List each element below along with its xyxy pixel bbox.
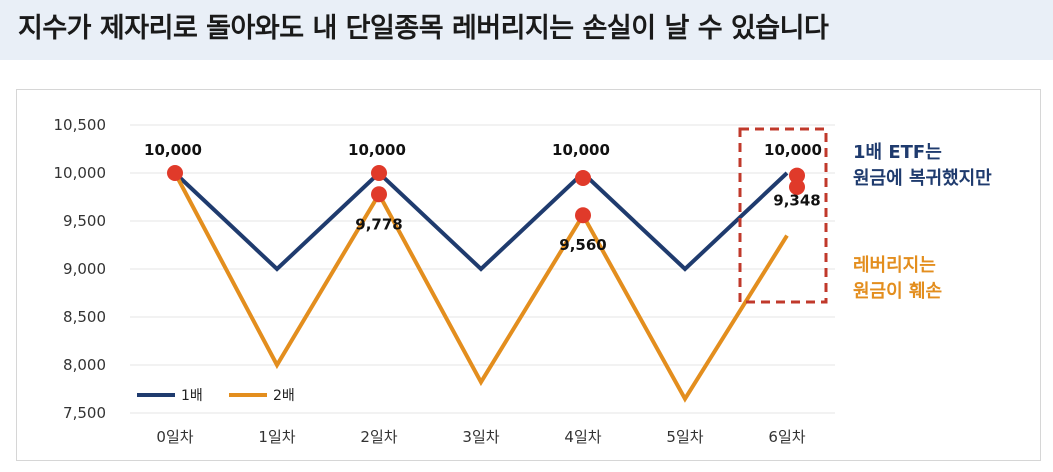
series-2x-line (173, 172, 789, 403)
etf-annotation: 1배 ETF는 원금에 복귀했지만 (853, 140, 992, 192)
legend-label-2x: 2배 (273, 388, 295, 404)
x-tick-label: 5일차 (666, 428, 703, 446)
y-tick-label: 9,000 (63, 260, 106, 278)
x-tick-label: 0일차 (156, 428, 193, 446)
x-tick-label: 4일차 (564, 428, 601, 446)
leverage-annotation-line1: 레버리지는 (853, 255, 936, 276)
data-label-1x: 10,000 (348, 141, 406, 159)
title-banner: 지수가 제자리로 돌아와도 내 단일종목 레버리지는 손실이 날 수 있습니다 (0, 0, 1053, 60)
data-marker-1x (371, 165, 387, 181)
y-tick-label: 8,500 (63, 308, 106, 326)
x-tick-label: 2일차 (360, 428, 397, 446)
x-tick-label: 6일차 (768, 428, 805, 446)
highlight-box (738, 127, 828, 304)
etf-annotation-line1: 1배 ETF는 (853, 142, 942, 163)
data-label-1x: 10,000 (552, 141, 610, 159)
series-1x-line (173, 170, 789, 272)
y-tick-label: 7,500 (63, 404, 106, 422)
leverage-annotation: 레버리지는 원금이 훼손 (853, 253, 942, 305)
data-label-2x: 9,348 (773, 192, 820, 210)
x-tick-label: 3일차 (462, 428, 499, 446)
y-tick-label: 8,000 (63, 356, 106, 374)
y-tick-label: 10,500 (54, 116, 107, 134)
data-marker-1x (789, 179, 805, 195)
data-label-1x: 10,000 (144, 141, 202, 159)
legend-label-1x: 1배 (181, 388, 203, 404)
page-title: 지수가 제자리로 돌아와도 내 단일종목 레버리지는 손실이 날 수 있습니다 (18, 13, 829, 44)
data-marker-1x (575, 170, 591, 186)
y-tick-label: 9,500 (63, 212, 106, 230)
data-marker-2x (789, 167, 805, 184)
data-marker-2x (575, 207, 591, 224)
leverage-annotation-line2: 원금이 훼손 (853, 281, 943, 302)
y-tick-label: 10,000 (54, 164, 107, 182)
data-marker-2x (371, 186, 387, 203)
data-label-2x: 9,778 (355, 215, 402, 233)
data-label-1x: 10,000 (764, 141, 822, 159)
etf-annotation-line2: 원금에 복귀했지만 (853, 168, 992, 189)
x-tick-label: 1일차 (258, 428, 295, 446)
chart-panel (16, 89, 1041, 461)
data-label-2x: 9,560 (559, 236, 606, 254)
data-marker-1x (167, 165, 183, 181)
